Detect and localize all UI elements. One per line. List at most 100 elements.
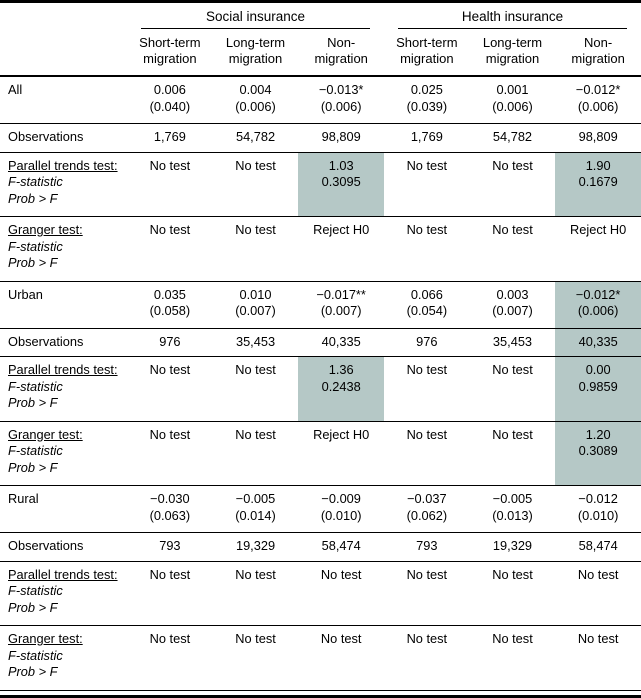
rural-observations-value-col1: 793 <box>127 533 213 562</box>
urban-granger-test-value-col1-line-0: No test <box>149 426 191 442</box>
rural-parallel-trends-test-value-col1: No test <box>127 561 213 626</box>
urban-granger-test-value-col4: No test <box>384 421 470 486</box>
all-parallel-trends-test-value-col4-line-0: No test <box>406 157 448 173</box>
all-coefficient-label: All <box>0 76 127 124</box>
urban-coefficient-value-col3: −0.017** (0.007) <box>298 281 384 328</box>
urban-coefficient-value-col2-line-1: (0.007) <box>235 303 276 318</box>
table-row-rural-parallel-trends-test: Parallel trends test: F-statistic Prob > F… <box>0 561 641 626</box>
urban-parallel-trends-test-value-col4-line-0: No test <box>406 362 448 377</box>
urban-granger-test-value-col4-line-0: No test <box>406 426 448 442</box>
all-granger-test-value-col5: No test <box>470 217 556 282</box>
rural-coefficient-value-col6: −0.012 (0.010) <box>555 486 641 533</box>
rural-observations-label: Observations <box>0 533 127 562</box>
all-observations-value-col5: 54,782 <box>470 124 556 153</box>
all-parallel-trends-test-value-col4: No test <box>384 152 470 217</box>
rural-granger-test-value-col4: No test <box>384 626 470 690</box>
urban-coefficient-label: Urban <box>0 281 127 328</box>
all-parallel-trends-test-value-col5: No test <box>470 152 556 217</box>
rural-coefficient-label: Rural <box>0 486 127 533</box>
all-coefficient-value-col6-line-0: −0.012* <box>575 82 621 97</box>
all-coefficient-value-col6: −0.012* (0.006) <box>555 76 641 124</box>
rural-parallel-trends-test-label-line-1: F-statistic <box>8 583 63 598</box>
all-observations-value-col5-line-0: 54,782 <box>492 129 533 144</box>
rural-granger-test-label-line-0: Granger test: <box>8 631 83 646</box>
all-coefficient-label-line-0: All <box>8 82 23 97</box>
urban-granger-test-value-col3: Reject H0 <box>298 421 384 486</box>
all-coefficient-value-col2: 0.004 (0.006) <box>213 76 299 124</box>
rural-granger-test-value-col4-line-0: No test <box>406 631 448 646</box>
urban-parallel-trends-test-value-col1-line-0: No test <box>149 362 191 377</box>
column-header-social-long-term: Long-term migration <box>225 35 286 66</box>
all-parallel-trends-test-value-col2: No test <box>213 152 299 217</box>
urban-granger-test-value-col6-line-0: 1.20 <box>585 426 611 442</box>
urban-observations-value-col3-line-0: 40,335 <box>321 333 361 349</box>
group-label-health-insurance: Health insurance <box>398 8 627 29</box>
all-coefficient-value-col5-line-1: (0.006) <box>492 98 533 114</box>
all-observations-label-line-0: Observations <box>8 129 84 144</box>
urban-coefficient-value-col3-line-0: −0.017** <box>316 286 366 302</box>
all-granger-test-value-col6-line-0: Reject H0 <box>570 222 627 237</box>
group-health-insurance: Health insurance <box>384 2 641 29</box>
all-coefficient-value-col4: 0.025 (0.039) <box>384 76 470 124</box>
all-coefficient-value-col1-line-0: 0.006 <box>153 82 186 97</box>
urban-granger-test-value-col6-line-1: 0.3089 <box>578 443 618 458</box>
rural-parallel-trends-test-value-col4-line-0: No test <box>406 566 448 582</box>
all-coefficient-value-col1-line-1: (0.040) <box>149 98 191 114</box>
urban-granger-test-label-line-1: F-statistic <box>8 443 63 458</box>
rural-observations-value-col3: 58,474 <box>298 533 384 562</box>
all-coefficient-value-col3-line-1: (0.006) <box>320 98 362 114</box>
urban-coefficient-value-col1: 0.035 (0.058) <box>127 281 213 328</box>
column-header-social-non-migration: Non- migration <box>314 35 368 66</box>
urban-observations-value-col2-line-0: 35,453 <box>235 333 276 349</box>
urban-coefficient-value-col1-line-1: (0.058) <box>149 303 191 318</box>
rural-parallel-trends-test-value-col6-line-0: No test <box>577 566 619 582</box>
urban-coefficient-value-col6-line-0: −0.012* <box>575 286 621 302</box>
rural-coefficient-value-col4-line-1: (0.062) <box>406 507 448 523</box>
column-header-row: Short-term migration Long-term migration… <box>0 29 641 76</box>
rural-observations-value-col5: 19,329 <box>470 533 556 562</box>
all-granger-test-label: Granger test: F-statistic Prob > F <box>0 217 127 282</box>
table-row-all-observations: Observations 1,769 54,782 98,809 1,769 54,782… <box>0 123 641 153</box>
all-observations-value-col3: 98,809 <box>298 124 384 153</box>
all-granger-test-value-col4-line-0: No test <box>406 222 448 237</box>
urban-parallel-trends-test-value-col4: No test <box>384 357 470 422</box>
urban-observations-value-col1: 976 <box>127 328 213 357</box>
rural-granger-test-value-col2-line-0: No test <box>235 631 276 646</box>
rural-parallel-trends-test-value-col6: No test <box>555 561 641 626</box>
all-parallel-trends-test-value-col1: No test <box>127 152 213 217</box>
urban-parallel-trends-test-value-col6-line-1: 0.9859 <box>578 378 618 394</box>
all-parallel-trends-test-label-line-0: Parallel trends test: <box>8 157 118 173</box>
urban-observations-label-line-0: Observations <box>8 333 84 349</box>
table-row-rural-granger-test: Granger test: F-statistic Prob > F No test N… <box>0 625 641 690</box>
column-header-empty <box>0 29 127 76</box>
all-observations-label: Observations <box>0 124 127 153</box>
rural-granger-test-label-line-2: Prob > F <box>8 664 58 679</box>
urban-parallel-trends-test-label-line-0: Parallel trends test: <box>8 362 118 377</box>
table-row-rural-observations: Observations 793 19,329 58,474 793 19,329 58,4… <box>0 532 641 562</box>
header-corner-cell <box>0 2 127 30</box>
all-coefficient-value-col2-line-0: 0.004 <box>239 82 272 97</box>
rural-granger-test-value-col6: No test <box>555 626 641 690</box>
all-parallel-trends-test-value-col6-highlighted: 1.90 0.1679 <box>555 152 641 217</box>
rural-coefficient-value-col1: −0.030 (0.063) <box>127 486 213 533</box>
all-coefficient-value-col4-line-1: (0.039) <box>406 98 448 114</box>
rural-parallel-trends-test-value-col3-line-0: No test <box>320 566 362 582</box>
rural-parallel-trends-test-value-col3: No test <box>298 561 384 626</box>
all-observations-value-col6: 98,809 <box>555 124 641 153</box>
urban-parallel-trends-test-value-col3-highlighted: 1.36 0.2438 <box>298 356 385 421</box>
rural-granger-test-label-line-1: F-statistic <box>8 647 63 663</box>
urban-coefficient-value-col5-line-1: (0.007) <box>492 303 533 318</box>
urban-parallel-trends-test-value-col6-highlighted: 0.00 0.9859 <box>555 356 641 421</box>
all-coefficient-value-col3-line-0: −0.013* <box>318 82 364 97</box>
rural-observations-value-col2: 19,329 <box>213 533 299 562</box>
bottom-double-rule <box>0 689 641 698</box>
urban-granger-test-value-col2-line-0: No test <box>235 426 276 442</box>
all-parallel-trends-test-label: Parallel trends test: F-statistic Prob > F <box>0 152 127 217</box>
urban-coefficient-value-col4-line-1: (0.054) <box>406 303 448 318</box>
rural-coefficient-value-col1-line-1: (0.063) <box>149 507 191 523</box>
column-header-health-short-term: Short-term migration <box>396 35 458 66</box>
all-granger-test-value-col6: Reject H0 <box>555 217 641 282</box>
all-coefficient-value-col5: 0.001 (0.006) <box>470 76 556 124</box>
urban-observations-value-col6-line-0: 40,335 <box>578 333 618 349</box>
all-parallel-trends-test-value-col3-line-1: 0.3095 <box>321 174 361 189</box>
